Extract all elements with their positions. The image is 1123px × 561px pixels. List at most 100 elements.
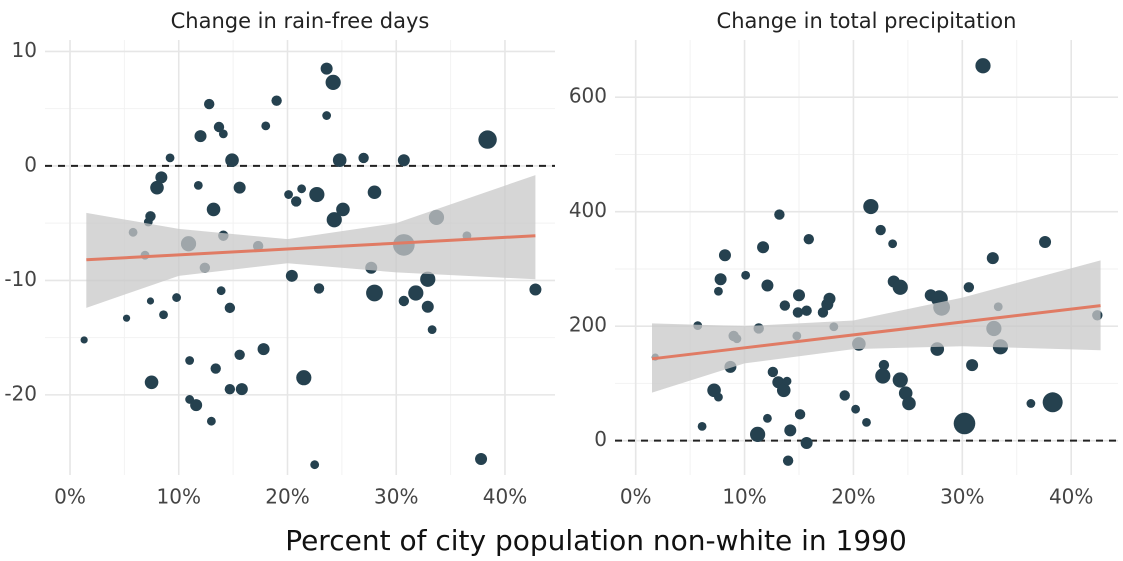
point [194,130,207,143]
x-tick-label: 20% [831,485,875,509]
x-tick-label: 10% [722,485,766,509]
point [193,180,203,190]
y-tick-label: 0 [594,427,607,451]
point [210,363,221,374]
point [761,279,774,292]
point [313,283,325,294]
point [332,153,347,167]
point [986,252,999,265]
point [763,413,772,423]
point [80,336,88,344]
y-tick-label: -10 [4,267,37,291]
point [150,180,164,195]
x-tick-label: 0% [54,485,86,509]
point [862,417,871,427]
point [697,421,707,431]
point [714,392,723,402]
point [144,375,159,390]
point [366,284,383,302]
point [185,356,195,365]
point [792,307,804,318]
y-tick-label: 400 [569,198,607,222]
point [714,273,727,286]
point [216,286,226,296]
point [792,289,805,302]
point [122,314,131,322]
point [529,283,542,296]
point [794,409,806,420]
point [159,310,168,320]
point [420,271,436,287]
point [801,305,812,316]
point [757,241,770,254]
point [421,300,434,313]
point [427,325,437,335]
point [145,211,156,222]
point [892,372,908,388]
y-tick-label: -20 [4,381,37,405]
fit-line [86,234,536,262]
point [336,202,350,217]
point [367,185,382,200]
point [475,452,488,465]
y-tick-label: 10 [12,38,37,62]
point [898,386,913,400]
point [779,300,791,311]
point [322,111,332,120]
x-tick-label: 40% [483,485,527,509]
x-axis-label: Percent of city population non-white in … [285,524,907,557]
point [309,186,325,203]
point [326,212,342,228]
point [875,368,891,384]
point [851,404,861,414]
point [358,152,369,164]
point [224,302,236,314]
point [823,292,836,305]
x-tick-label: 40% [1049,485,1093,509]
point [225,153,239,167]
point [776,383,791,398]
y-tick-label: 600 [569,84,607,108]
point [234,349,245,361]
point [878,359,890,371]
point [218,129,228,139]
point [750,426,766,442]
point [718,249,731,262]
point [172,293,181,302]
y-tick-label: 0 [24,152,37,176]
point [325,74,341,90]
point [803,233,814,245]
point [257,343,270,356]
point [146,297,155,305]
point [204,98,215,110]
point [190,399,203,412]
point [284,190,293,199]
x-tick-label: 10% [157,485,201,509]
point [233,181,246,194]
point [863,198,879,215]
point [767,366,779,378]
x-tick-label: 30% [940,485,984,509]
point [297,184,307,194]
point [800,436,813,449]
y-tick-label: 200 [569,313,607,337]
point [839,390,850,401]
confidence-band [652,260,1101,393]
panel-title: Change in rain-free days [171,9,430,33]
x-tick-label: 20% [265,485,309,509]
point [206,202,221,217]
point [774,209,785,220]
point [975,58,991,74]
point [741,270,751,280]
point [224,383,236,395]
point [408,285,424,301]
point [397,154,410,167]
point [271,95,282,106]
point [902,396,916,411]
point [782,376,792,386]
point [966,359,979,372]
point [320,62,333,75]
fit-line [651,304,1101,361]
point [285,269,298,282]
point [1026,399,1036,408]
